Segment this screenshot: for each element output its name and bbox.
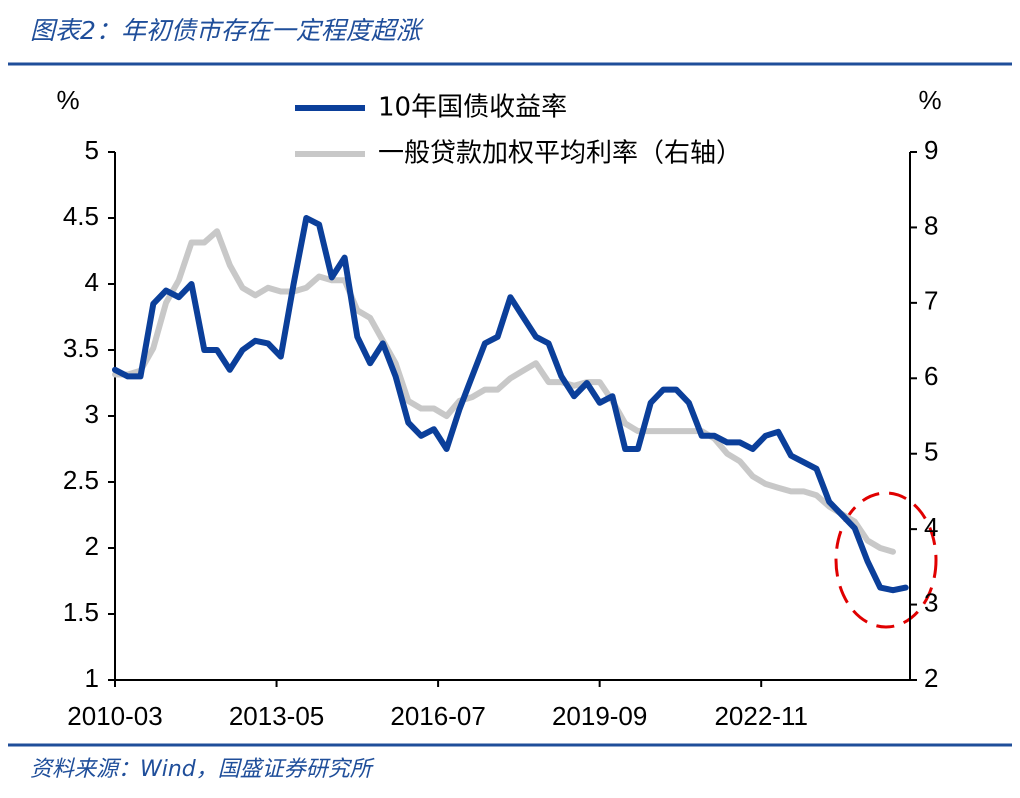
y2-tick-label: 4: [924, 512, 938, 542]
y2-tick-label: 8: [924, 210, 938, 240]
chart-title: 图表2：年初债市存在一定程度超涨: [30, 16, 425, 45]
y2-unit: %: [918, 85, 941, 115]
y2-tick-label: 7: [924, 286, 938, 316]
highlight-ellipse: [834, 491, 938, 629]
x-tick-label: 2010-03: [67, 701, 162, 731]
legend-label: 一般贷款加权平均利率（右轴）: [378, 139, 742, 169]
y2-tick-label: 5: [924, 437, 938, 467]
y2-tick-label: 6: [924, 361, 938, 391]
y-tick-label: 5: [85, 135, 99, 165]
source: 资料来源：Wind，国盛证券研究所: [30, 757, 375, 782]
y-unit: %: [56, 85, 79, 115]
series-line: [112, 215, 909, 594]
y-tick-label: 4: [85, 267, 99, 297]
y-tick-label: 4.5: [63, 201, 99, 231]
series-line: [112, 228, 896, 555]
x-tick-label: 2022-11: [714, 701, 808, 731]
x-tick-label: 2013-05: [229, 701, 324, 731]
y-tick-label: 1: [85, 663, 99, 693]
y-tick-label: 2: [85, 531, 99, 561]
y2-tick-label: 9: [924, 135, 938, 165]
y-tick-label: 3: [85, 399, 99, 429]
x-tick-label: 2016-07: [390, 701, 485, 731]
x-tick-label: 2019-09: [552, 701, 647, 731]
y-tick-label: 1.5: [63, 597, 99, 627]
y-tick-label: 2.5: [63, 465, 99, 495]
y2-tick-label: 3: [924, 587, 938, 617]
legend-label: 10年国债收益率: [378, 93, 567, 123]
y-tick-label: 3.5: [63, 333, 99, 363]
y2-tick-label: 2: [924, 663, 938, 693]
